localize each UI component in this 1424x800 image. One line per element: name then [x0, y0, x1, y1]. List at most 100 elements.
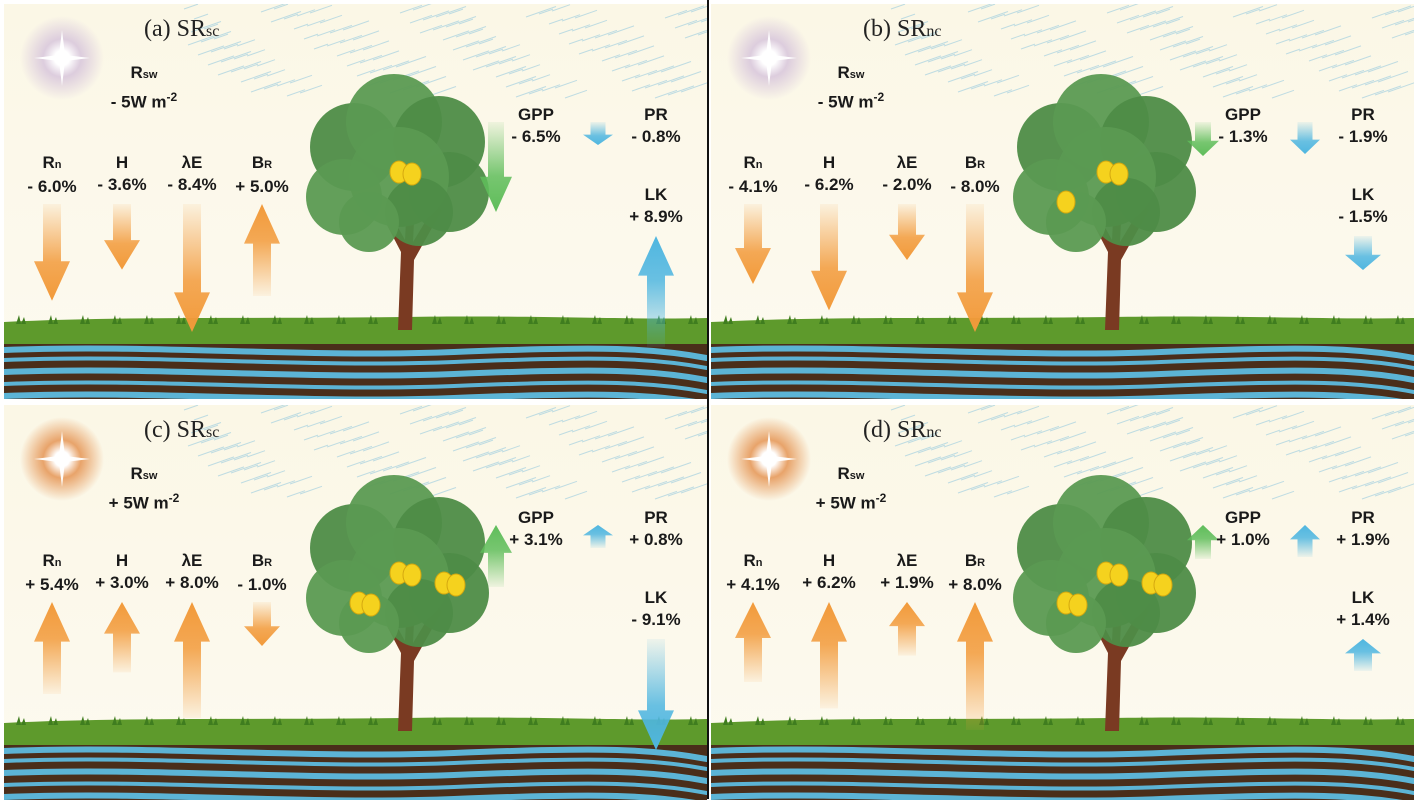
rain-streaks	[890, 4, 1414, 99]
arrow-br	[957, 204, 993, 332]
panel-scene	[4, 4, 707, 399]
rsw-label: Rsw - 5W m-2	[818, 62, 884, 114]
sun-icon	[20, 16, 104, 100]
flux-label-pr: PR - 1.9%	[1338, 105, 1388, 146]
flux-label-br: BR - 8.0%	[950, 153, 1000, 196]
grass-strip	[711, 717, 1414, 747]
rsw-label: Rsw - 5W m-2	[111, 62, 177, 114]
flux-label-lk: LK + 8.9%	[629, 185, 683, 226]
lemon-tree	[1013, 475, 1196, 731]
arrow-h	[104, 204, 140, 270]
lemon-icon	[446, 573, 466, 597]
lemon-icon	[1153, 573, 1173, 597]
rsw-value: - 5W m-2	[110, 90, 178, 112]
lemon-icon	[361, 593, 381, 617]
panel-scene	[711, 405, 1414, 800]
grass-strip	[711, 316, 1414, 346]
flux-label-br: BR - 1.0%	[237, 551, 287, 594]
lemon-tree	[306, 475, 489, 731]
arrow-rn	[34, 602, 70, 694]
arrow-br	[957, 602, 993, 730]
arrow-h	[811, 602, 847, 709]
arrow-gpp	[480, 525, 512, 587]
grass-strip	[4, 717, 707, 747]
flux-label-h: H + 3.0%	[95, 551, 149, 592]
arrow-le	[174, 204, 210, 332]
flux-label-le: λE + 8.0%	[165, 551, 219, 592]
grass-tufts	[723, 716, 1405, 725]
flux-label-br: BR + 5.0%	[235, 153, 289, 196]
arrow-gpp	[480, 122, 512, 212]
arrow-lk	[638, 236, 674, 347]
rsw-label: Rsw + 5W m-2	[109, 463, 180, 515]
sun-icon	[20, 417, 104, 501]
panel-scene	[4, 405, 707, 800]
rsw-symbol: Rsw	[130, 63, 158, 82]
lemon-icon	[1068, 593, 1088, 617]
arrow-br	[244, 204, 280, 296]
flux-label-br: BR + 8.0%	[948, 551, 1002, 594]
rain-streaks	[183, 405, 707, 500]
lemon-tree	[306, 74, 489, 330]
flux-label-h: H + 6.2%	[802, 551, 856, 592]
lemon-icon	[1109, 563, 1129, 587]
flux-label-lk: LK - 1.5%	[1338, 185, 1388, 226]
arrow-lk	[1345, 639, 1381, 671]
lemon-icon	[402, 563, 422, 587]
grass-strip	[4, 316, 707, 346]
flux-label-rn: Rn + 5.4%	[25, 551, 79, 594]
sun-icon	[727, 16, 811, 100]
groundwater	[4, 746, 707, 800]
arrow-rn	[735, 602, 771, 682]
grass-tufts	[16, 315, 698, 324]
arrow-lk	[638, 639, 674, 750]
flux-label-h: H- 3.6%	[97, 153, 147, 194]
groundwater	[711, 345, 1414, 399]
arrow-br	[244, 602, 280, 646]
lemon-icon	[1056, 190, 1076, 214]
flux-label-pr: PR + 1.9%	[1336, 508, 1390, 549]
flux-label-pr: PR - 0.8%	[631, 105, 681, 146]
flux-label-lk: LK - 9.1%	[631, 588, 681, 629]
arrow-lk	[1345, 236, 1381, 270]
arrow-rn	[34, 204, 70, 301]
arrow-le	[889, 602, 925, 656]
groundwater	[4, 345, 707, 399]
arrow-pr	[1290, 525, 1320, 557]
arrow-le	[174, 602, 210, 718]
rsw-symbol: Rsw	[130, 464, 158, 483]
arrow-rn	[735, 204, 771, 284]
sun-icon	[727, 417, 811, 501]
groundwater	[711, 746, 1414, 800]
flux-label-gpp: GPP - 6.5%	[511, 105, 561, 146]
flux-label-pr: PR + 0.8%	[629, 508, 683, 549]
flux-label-lk: LK + 1.4%	[1336, 588, 1390, 629]
panel-title: (a) SRsc	[144, 16, 220, 42]
vertical-divider	[707, 0, 709, 799]
lemon-icon	[402, 162, 422, 186]
arrow-pr	[583, 122, 613, 145]
arrow-h	[104, 602, 140, 673]
panel-c: (c) SRsc Rsw + 5W m-2 Rn + 5.4% H + 3.0% λE + 8.…	[4, 405, 707, 800]
flux-label-h: H- 6.2%	[804, 153, 854, 194]
flux-label-rn: Rn + 4.1%	[726, 551, 780, 594]
arrow-pr	[583, 525, 613, 548]
rain-streaks	[890, 405, 1414, 500]
panel-scene	[711, 4, 1414, 399]
arrow-gpp	[1187, 122, 1219, 156]
rsw-value: + 5W m-2	[108, 491, 180, 513]
panel-title: (b) SRnc	[863, 16, 942, 42]
flux-label-le: λE + 1.9%	[880, 551, 934, 592]
lemon-tree	[1013, 74, 1196, 330]
flux-label-rn: Rn - 6.0%	[27, 153, 77, 196]
rsw-value: - 5W m-2	[817, 90, 885, 112]
panel-a: (a) SRsc Rsw - 5W m-2 Rn - 6.0% H - 3.6% λE - 8.…	[4, 4, 707, 399]
flux-label-gpp: GPP + 1.0%	[1216, 508, 1270, 549]
rsw-symbol: Rsw	[837, 63, 865, 82]
flux-label-gpp: GPP + 3.1%	[509, 508, 563, 549]
arrow-le	[889, 204, 925, 260]
panel-b: (b) SRnc Rsw - 5W m-2 Rn - 4.1% H - 6.2% λE - 2.…	[711, 4, 1414, 399]
rsw-label: Rsw + 5W m-2	[816, 463, 887, 515]
lemon-icon	[1109, 162, 1129, 186]
